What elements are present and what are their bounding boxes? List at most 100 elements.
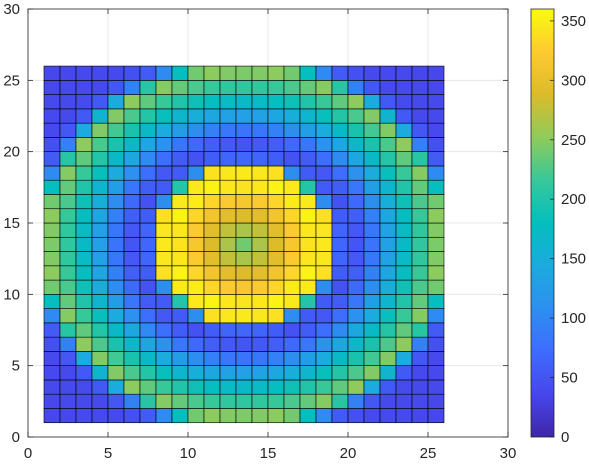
heatmap-cell bbox=[427, 108, 445, 124]
heatmap-cell bbox=[75, 265, 93, 281]
heatmap-cell bbox=[155, 137, 173, 152]
heatmap-cell bbox=[331, 94, 349, 110]
heatmap-cell bbox=[299, 351, 317, 366]
colorbar-tick-label: 300 bbox=[561, 72, 586, 89]
heatmap-cell bbox=[283, 322, 301, 338]
heatmap-cell bbox=[203, 94, 221, 110]
y-tick-label: 0 bbox=[12, 429, 20, 446]
heatmap-cell bbox=[251, 294, 269, 309]
heatmap-cell bbox=[267, 408, 285, 424]
heatmap-cell bbox=[347, 279, 365, 295]
heatmap-cell bbox=[411, 222, 429, 238]
heatmap-cell bbox=[91, 251, 109, 267]
heatmap-cell bbox=[267, 194, 285, 210]
heatmap-cell bbox=[75, 308, 93, 324]
heatmap-cell bbox=[299, 265, 317, 281]
heatmap-cell bbox=[219, 208, 237, 224]
heatmap-cell bbox=[107, 65, 125, 81]
heatmap-cell bbox=[283, 379, 301, 395]
heatmap-cell bbox=[75, 94, 93, 110]
x-tick-label: 0 bbox=[24, 445, 32, 462]
heatmap-cell bbox=[299, 308, 317, 324]
heatmap-cell bbox=[395, 179, 413, 195]
heatmap-cell bbox=[171, 393, 189, 409]
heatmap-cell bbox=[299, 108, 317, 124]
heatmap-cell bbox=[187, 308, 205, 324]
heatmap-cell bbox=[379, 151, 397, 167]
heatmap-cell bbox=[363, 322, 381, 338]
heatmap-cell bbox=[43, 65, 61, 81]
heatmap-cell bbox=[395, 308, 413, 324]
heatmap-cell bbox=[219, 194, 237, 210]
heatmap-cell bbox=[363, 80, 381, 95]
heatmap-cell bbox=[187, 179, 205, 195]
heatmap-cell bbox=[187, 408, 205, 424]
heatmap-cell bbox=[411, 408, 429, 424]
heatmap-cell bbox=[235, 165, 253, 181]
heatmap-cell bbox=[107, 222, 125, 238]
heatmap-cell bbox=[59, 379, 77, 395]
heatmap-cell bbox=[411, 65, 429, 81]
heatmap-cell bbox=[123, 151, 141, 167]
heatmap-cell bbox=[187, 122, 205, 138]
heatmap-cell bbox=[43, 294, 61, 309]
heatmap-cell bbox=[219, 80, 237, 95]
heatmap-cell bbox=[43, 179, 61, 195]
heatmap-cell bbox=[107, 94, 125, 110]
heatmap-cell bbox=[219, 137, 237, 152]
heatmap-cell bbox=[139, 236, 157, 252]
heatmap-cell bbox=[139, 222, 157, 238]
heatmap-cell bbox=[203, 137, 221, 152]
heatmap-cell bbox=[43, 137, 61, 152]
heatmap-cell bbox=[219, 294, 237, 309]
heatmap-cell bbox=[123, 94, 141, 110]
heatmap-cell bbox=[427, 65, 445, 81]
heatmap-cell bbox=[363, 236, 381, 252]
heatmap-cell bbox=[395, 108, 413, 124]
heatmap-cell bbox=[91, 165, 109, 181]
heatmap-cell bbox=[139, 336, 157, 352]
heatmap-cell bbox=[363, 365, 381, 381]
heatmap-cell bbox=[299, 137, 317, 152]
heatmap-cell bbox=[187, 251, 205, 267]
heatmap-cell bbox=[123, 294, 141, 309]
heatmap-cell bbox=[395, 208, 413, 224]
heatmap-cell bbox=[75, 365, 93, 381]
heatmap-cell bbox=[139, 94, 157, 110]
heatmap-cell bbox=[219, 351, 237, 366]
heatmap-cell bbox=[283, 279, 301, 295]
heatmap-cell bbox=[91, 294, 109, 309]
heatmap-cell bbox=[379, 336, 397, 352]
heatmap-cell bbox=[427, 265, 445, 281]
heatmap-cell bbox=[411, 122, 429, 138]
heatmap-cell bbox=[75, 336, 93, 352]
heatmap-cell bbox=[315, 393, 333, 409]
heatmap-cell bbox=[299, 365, 317, 381]
heatmap-cell bbox=[219, 408, 237, 424]
heatmap-cell bbox=[331, 108, 349, 124]
heatmap-cell bbox=[379, 236, 397, 252]
heatmap-cell bbox=[171, 80, 189, 95]
heatmap-cell bbox=[235, 137, 253, 152]
heatmap-cell bbox=[251, 94, 269, 110]
heatmap-cell bbox=[251, 222, 269, 238]
heatmap-cell bbox=[203, 80, 221, 95]
heatmap-cell bbox=[267, 379, 285, 395]
heatmap-cell bbox=[267, 308, 285, 324]
heatmap-cell bbox=[107, 122, 125, 138]
heatmap-cell bbox=[91, 322, 109, 338]
heatmap-cell bbox=[43, 194, 61, 210]
heatmap-cell bbox=[43, 336, 61, 352]
heatmap-cell bbox=[395, 336, 413, 352]
heatmap-cell bbox=[363, 222, 381, 238]
heatmap-cell bbox=[43, 265, 61, 281]
heatmap-cell bbox=[363, 165, 381, 181]
heatmap-cell bbox=[363, 137, 381, 152]
heatmap-cell bbox=[171, 379, 189, 395]
heatmap-cell bbox=[107, 365, 125, 381]
heatmap-cell bbox=[203, 351, 221, 366]
heatmap-cell bbox=[75, 151, 93, 167]
heatmap-cell bbox=[251, 393, 269, 409]
heatmap-cell bbox=[347, 251, 365, 267]
heatmap-cell bbox=[171, 179, 189, 195]
